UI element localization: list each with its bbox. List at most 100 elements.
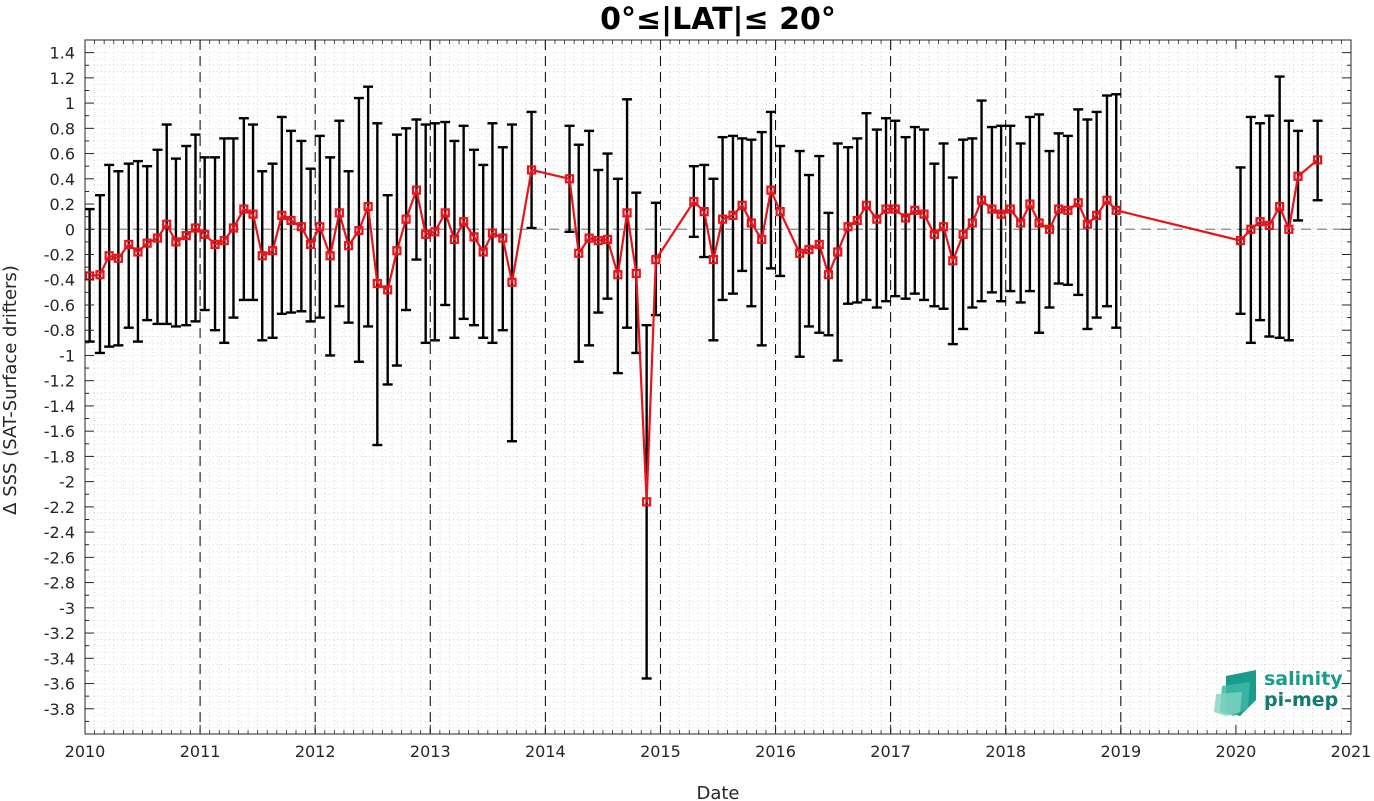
data-point [113,253,123,263]
data-point [1255,217,1265,227]
y-tick-label: -2 [59,473,75,492]
data-point [210,239,220,250]
data-point [852,215,862,226]
data-point [267,246,278,256]
data-point [746,218,756,228]
data-point [938,222,949,232]
data-point [1073,198,1083,208]
y-tick-label: 1 [65,94,75,113]
data-point [593,236,603,246]
data-point [881,204,891,214]
y-tick-label: -2.2 [44,498,75,517]
data-point [190,223,201,233]
y-tick-label: -0.8 [44,321,75,340]
axis-ticks-layer [84,39,1352,735]
data-point [1284,224,1294,234]
y-tick-label: -0.2 [44,246,75,265]
data-point [900,213,911,223]
data-point [843,222,853,232]
data-point [277,210,287,220]
error-bar [803,173,814,328]
y-tick-label: -3 [59,599,75,618]
data-point [737,200,747,210]
data-point [142,238,152,248]
y-tick-label: 1.4 [50,44,75,63]
x-tick-label: 2015 [640,742,681,761]
y-tick-label: 0.8 [50,119,75,138]
error-bar [248,123,259,302]
logo-waves-icon [1214,670,1256,716]
data-point [699,207,709,217]
error-bar [612,177,623,375]
data-point [1092,210,1102,220]
data-point [987,204,997,214]
y-tick-label: -1.4 [44,397,75,416]
data-point [248,209,258,219]
data-point [1044,224,1055,234]
x-tick-label: 2020 [1216,742,1257,761]
data-point [1034,218,1044,228]
x-tick-label: 2014 [525,742,566,761]
data-point [286,215,296,226]
data-point [171,237,181,247]
data-point [430,227,440,237]
data-point [383,285,393,295]
data-point [718,214,728,224]
data-point [728,210,738,220]
data-point [305,239,316,250]
data-point [334,208,344,218]
y-tick-label: -1 [59,346,75,365]
data-point [1235,236,1246,246]
data-point [219,236,229,246]
x-tick-label: 2019 [1100,742,1141,761]
data-point [104,251,114,261]
x-axis-title: Date [696,783,739,801]
data-point [124,239,134,250]
data-point [757,234,767,244]
y-tick-label: -1.8 [44,447,75,466]
data-point [775,207,785,217]
data-point [1275,201,1285,212]
data-point [440,208,450,218]
logo-line-2: pi-mep [1264,689,1338,711]
data-point [354,225,364,236]
data-point [1016,218,1026,228]
data-point [967,218,977,228]
data-point [95,270,105,280]
y-tick-label: 1.2 [50,69,75,88]
data-point [795,248,805,258]
data-point [631,268,641,279]
data-point [1264,220,1274,231]
year-lines-layer [199,40,1122,734]
data-point [1082,219,1093,229]
data-point [507,277,517,287]
data-point [200,229,210,239]
y-tick-label: -2.8 [44,574,75,593]
y-tick-labels: 1.4 1.2 1 0.8 0.6 0.4 0.2 0 -0.2 -0.4 -0.6 -0.8 -1 -1… [44,44,75,719]
x-tick-label: 2017 [870,742,911,761]
data-point [890,204,900,214]
x-tick-labels: 2010 2011 2012 2013 2014 2015 2016 2017 2018 2019… [65,742,1372,761]
salinity-pi-mep-logo: salinity pi-mep [1214,668,1343,716]
data-point [689,196,699,207]
data-point [1054,204,1064,214]
y-tick-label: -1.2 [44,372,75,391]
error-bar [602,152,613,300]
x-tick-label: 2010 [65,742,106,761]
data-point [498,233,508,243]
x-tick-label: 2012 [295,742,336,761]
data-point [526,165,537,175]
data-point [861,200,872,210]
x-tick-label: 2011 [180,742,221,761]
data-point [708,254,718,265]
y-tick-label: -2.4 [44,523,75,542]
data-point [1111,205,1121,215]
y-tick-label: 0 [65,220,75,239]
data-point [622,208,632,218]
data-point [613,270,623,280]
data-point [469,232,479,242]
data-point [449,234,460,244]
data-point [459,217,469,227]
data-point [929,229,939,239]
